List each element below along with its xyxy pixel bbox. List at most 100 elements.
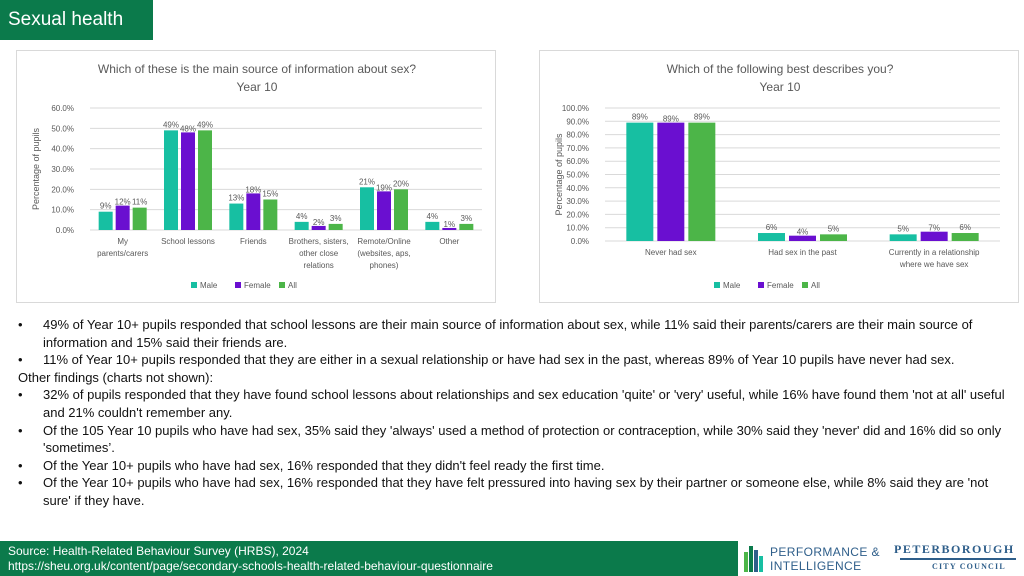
source-citation: Source: Health-Related Behaviour Survey … <box>8 544 493 574</box>
bar-male <box>626 122 654 241</box>
data-label: 12% <box>115 198 131 207</box>
logo-line: CITY COUNCIL <box>932 562 1006 571</box>
finding-bullet: • Of the 105 Year 10 pupils who have had… <box>18 422 1008 457</box>
y-tick-label: 60.0% <box>566 157 589 166</box>
bar-female <box>246 193 261 230</box>
chart-information-source: Which of these is the main source of inf… <box>31 62 482 290</box>
chart-subtitle: Year 10 <box>760 80 801 94</box>
data-label: 5% <box>828 224 840 233</box>
page-title: Sexual health <box>8 9 124 30</box>
x-tick-label: parents/carers <box>97 249 148 258</box>
y-tick-label: 90.0% <box>566 117 589 126</box>
other-findings-heading: Other findings (charts not shown): <box>18 369 214 385</box>
x-tick-label: Never had sex <box>645 248 697 257</box>
bar-male <box>229 203 244 230</box>
x-tick-label: (websites, aps, <box>357 249 410 258</box>
bar-male <box>294 221 309 230</box>
data-label: 19% <box>376 183 392 192</box>
x-tick-label: Had sex in the past <box>768 248 837 257</box>
y-tick-label: 0.0% <box>56 226 74 235</box>
data-label: 89% <box>632 113 648 122</box>
bar-male <box>758 233 785 241</box>
finding-bullet: • 32% of pupils responded that they have… <box>18 386 1008 421</box>
source-url[interactable]: https://sheu.org.uk/content/page/seconda… <box>8 559 493 573</box>
bullet-marker: • <box>18 422 23 438</box>
bar-female <box>115 205 130 230</box>
peterborough-city-council-logo: PETERBOROUGH CITY COUNCIL <box>892 541 1024 576</box>
legend-label: Female <box>244 281 271 290</box>
y-tick-label: 100.0% <box>562 104 589 113</box>
data-label: 11% <box>132 198 147 207</box>
finding-text: Of the Year 10+ pupils who have had sex,… <box>43 475 989 508</box>
y-tick-label: 30.0% <box>51 165 74 174</box>
y-tick-label: 0.0% <box>571 237 589 246</box>
finding-text: 32% of pupils responded that they have f… <box>43 387 1005 420</box>
finding-bullet: • Of the Year 10+ pupils who have had se… <box>18 457 1008 475</box>
x-tick-label: where we have sex <box>899 260 968 269</box>
y-tick-label: 60.0% <box>51 104 74 113</box>
bullet-marker: • <box>18 387 23 403</box>
finding-bullet: • Of the Year 10+ pupils who have had se… <box>18 474 1008 509</box>
source-text: Source: Health-Related Behaviour Survey … <box>8 544 309 558</box>
y-axis-label: Percentage of pupils <box>31 127 41 210</box>
bullet-marker: • <box>18 457 23 473</box>
x-tick-label: relations <box>304 261 334 270</box>
finding-text: 49% of Year 10+ pupils responded that sc… <box>43 317 973 350</box>
bar-male <box>98 211 113 230</box>
legend-label: Male <box>200 281 218 290</box>
chart-title: Which of these is the main source of inf… <box>98 62 416 76</box>
data-label: 4% <box>296 212 308 221</box>
data-label: 3% <box>330 214 342 223</box>
data-label: 89% <box>694 113 710 122</box>
y-tick-label: 40.0% <box>51 145 74 154</box>
bar-all <box>688 122 716 241</box>
x-tick-label: phones) <box>370 261 399 270</box>
legend-label: Female <box>767 281 794 290</box>
x-tick-label: Remote/Online <box>357 237 411 246</box>
data-label: 3% <box>461 214 473 223</box>
bar-male <box>889 234 917 241</box>
findings-notes: • 49% of Year 10+ pupils responded that … <box>18 316 1008 510</box>
footer-bar: Source: Health-Related Behaviour Survey … <box>0 541 1024 576</box>
legend-swatch-female <box>235 282 241 288</box>
bar-all <box>132 207 147 230</box>
x-tick-label: Brothers, sisters, <box>289 237 349 246</box>
bar-male <box>425 221 440 230</box>
data-label: 15% <box>262 190 278 199</box>
finding-text: Of the 105 Year 10 pupils who have had s… <box>43 422 1002 456</box>
data-label: 89% <box>663 115 679 124</box>
logo-line: PERFORMANCE & <box>770 545 880 559</box>
logos: PERFORMANCE & INTELLIGENCE PETERBOROUGH … <box>738 541 1024 576</box>
performance-intelligence-logo-icon <box>744 546 763 572</box>
logo-rule <box>900 558 1016 560</box>
logo-line: PETERBOROUGH <box>894 542 1015 556</box>
data-label: 5% <box>897 224 909 233</box>
data-label: 4% <box>427 212 439 221</box>
bullet-marker: • <box>18 317 23 332</box>
data-label: 20% <box>393 179 409 188</box>
bar-female <box>181 132 195 230</box>
y-tick-label: 10.0% <box>51 206 74 215</box>
bar-female <box>920 231 948 241</box>
legend-swatch-female <box>758 282 764 288</box>
y-tick-label: 70.0% <box>566 144 589 153</box>
x-tick-label: Other <box>439 237 459 246</box>
y-tick-label: 20.0% <box>51 185 74 194</box>
data-label: 49% <box>163 120 179 129</box>
legend-label: All <box>811 281 820 290</box>
data-label: 49% <box>197 120 213 129</box>
chart-panel-information-source: Which of these is the main source of inf… <box>16 50 496 303</box>
bar-female <box>311 225 326 230</box>
bar-all <box>198 130 212 230</box>
data-label: 2% <box>313 218 325 227</box>
data-label: 48% <box>180 124 196 133</box>
logo-line: INTELLIGENCE <box>770 559 862 573</box>
data-label: 9% <box>100 202 112 211</box>
y-tick-label: 50.0% <box>51 124 74 133</box>
legend-label: All <box>288 281 297 290</box>
legend-label: Male <box>723 281 741 290</box>
chart-panel-sexual-experience: Which of the following best describes yo… <box>539 50 1019 303</box>
chart-sexual-experience: Which of the following best describes yo… <box>554 62 1000 290</box>
y-tick-label: 10.0% <box>566 224 589 233</box>
data-label: 13% <box>228 194 244 203</box>
